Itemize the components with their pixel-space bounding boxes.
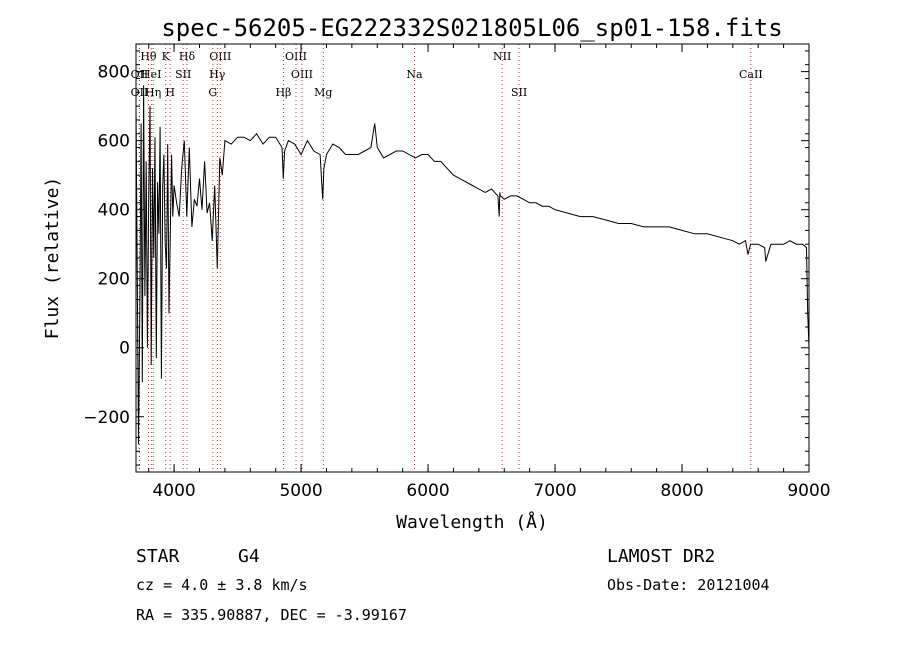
spectrum-line-0	[135, 85, 810, 445]
x-tick-label-3: 7000	[533, 481, 576, 501]
spectrum-series	[135, 85, 810, 445]
line-label-5: SII	[175, 68, 191, 81]
y-tick-label-0: −200	[83, 408, 130, 428]
spectral-line-markers	[138, 44, 752, 472]
subclass-label: G4	[238, 546, 260, 567]
x-tick-label-0: 4000	[152, 481, 195, 501]
y-tick-label-2: 200	[98, 270, 130, 290]
line-label-4: HeI	[141, 68, 161, 81]
y-tick-label-5: 800	[98, 63, 130, 83]
x-axis-label: Wavelength (Å)	[396, 511, 548, 533]
line-label-13: OIII	[291, 68, 313, 81]
line-label-7: Hγ	[209, 68, 226, 81]
y-axis-label: Flux (relative)	[42, 177, 63, 340]
y-tick-label-1: 0	[119, 339, 130, 359]
x-tick-label-4: 8000	[660, 481, 703, 501]
plot-area	[135, 43, 810, 473]
y-tick-label-3: 400	[98, 201, 130, 221]
class-label: STAR	[136, 546, 180, 567]
line-label-16: Na	[406, 68, 423, 81]
line-label-19: CaII	[739, 68, 763, 81]
chart-title: spec-56205-EG222332S021805L06_sp01-158.f…	[161, 14, 782, 42]
x-tick-label-2: 6000	[406, 481, 449, 501]
y-tick-label-4: 600	[98, 132, 130, 152]
x-tick-label-1: 5000	[279, 481, 322, 501]
survey-label: LAMOST DR2	[607, 546, 715, 567]
x-axis-ticks: 4000 5000 6000 7000 8000 9000	[148, 44, 831, 501]
cz-label: cz = 4.0 ± 3.8 km/s	[136, 576, 308, 594]
y-axis-ticks: −200 0 200 400 600 800	[83, 50, 809, 466]
radec-label: RA = 335.90887, DEC = -3.99167	[136, 606, 407, 624]
x-tick-label-5: 9000	[787, 481, 830, 501]
obs-date-label: Obs-Date: 20121004	[607, 576, 770, 594]
